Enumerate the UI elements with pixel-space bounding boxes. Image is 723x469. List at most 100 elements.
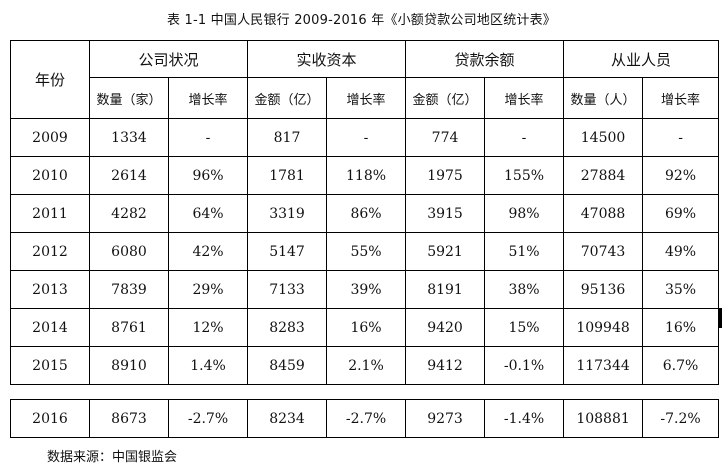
table-cell: 109948 — [563, 308, 644, 347]
table-cell: 2010 — [10, 156, 90, 195]
table-cell: 86% — [326, 194, 407, 233]
table-row: 2009 1334-817-774-14500- — [10, 118, 720, 157]
header-row-groups: 年份 公司状况 实收资本 贷款余额 从业人员 — [10, 40, 720, 119]
table-cell: 2614 — [89, 156, 169, 195]
table-cell: 95136 — [563, 270, 644, 309]
table-cell: - — [484, 118, 565, 157]
table-title: 表 1-1 中国人民银行 2009-2016 年《小额贷款公司地区统计表》 — [166, 13, 557, 28]
table-cell: 12% — [167, 308, 249, 347]
table-cell: 9273 — [405, 399, 486, 438]
table-cell: 1975 — [405, 156, 486, 195]
subheader-cell: 数量（家） — [89, 77, 169, 119]
table-cell: 117344 — [563, 346, 644, 385]
table-cell: 3319 — [247, 194, 328, 233]
table-cell: 2.1% — [326, 346, 407, 385]
table-cell: 5921 — [405, 232, 486, 271]
table-cell: 98% — [484, 194, 565, 233]
table-cell: 69% — [642, 194, 720, 233]
table-cell: 35% — [642, 270, 720, 309]
table-cell: 8761 — [89, 308, 169, 347]
table-cell: 8234 — [247, 399, 328, 438]
table-cell: 8283 — [247, 308, 328, 347]
table-cell: 108881 — [563, 399, 644, 438]
table-row: 2011 4282 64% 3319 86% 3915 98% 47088 69% — [10, 194, 720, 233]
table-cell: - — [167, 118, 249, 157]
table-cell: 16% — [642, 308, 720, 347]
table-cell: 1334 — [89, 118, 169, 157]
group-header-loan-balance: 贷款余额 — [405, 40, 565, 78]
table-cell: 96% — [167, 156, 249, 195]
subheader-cell: 增长率 — [326, 77, 407, 119]
table-cell: -1.4% — [484, 399, 565, 438]
subheader-cell: 增长率 — [484, 77, 565, 119]
table-gap-row — [10, 384, 719, 400]
table-cell: 6.7% — [642, 346, 720, 385]
table-cell: 6080 — [89, 232, 169, 271]
group-header-employees: 从业人员 — [563, 40, 720, 78]
table-cell: 2013 — [10, 270, 90, 309]
table-cell: 1.4% — [167, 346, 249, 385]
loan-company-stats-table: 年份 公司状况 实收资本 贷款余额 从业人员 数量（家） 增长率 金额（亿） 增… — [10, 40, 720, 438]
table-cell: 47088 — [563, 194, 644, 233]
table-row: 2013 7839 29% 7133 39% 8191 38% 95136 35% — [10, 270, 720, 309]
table-cell: -2.7% — [167, 399, 249, 438]
table-cell: 70743 — [563, 232, 644, 271]
table-cell: 38% — [484, 270, 565, 309]
table-cell: 39% — [326, 270, 407, 309]
subheader-cell: 金额（亿） — [405, 77, 486, 119]
table-cell: 3915 — [405, 194, 486, 233]
table-cell: 118% — [326, 156, 407, 195]
table-cell: 2011 — [10, 194, 90, 233]
table-cell: 15% — [484, 308, 565, 347]
table-cell: 27884 — [563, 156, 644, 195]
table-cell: 5147 — [247, 232, 328, 271]
table-cell: 9412 — [405, 346, 486, 385]
table-cell: 4282 — [89, 194, 169, 233]
table-cell: 2014 — [10, 308, 90, 347]
table-cell: -2.7% — [326, 399, 407, 438]
text-cursor-marker — [718, 308, 722, 328]
subheader-cell: 数量（人） — [563, 77, 644, 119]
table-cell: -7.2% — [642, 399, 720, 438]
subheader-cell: 金额（亿） — [247, 77, 328, 119]
table-cell: 774 — [405, 118, 486, 157]
table-cell: 2015 — [10, 346, 90, 385]
subheader-cell: 增长率 — [642, 77, 720, 119]
table-cell: 817 — [247, 118, 328, 157]
table-cell: 16% — [326, 308, 407, 347]
data-source-note: 数据来源：中国银监会 — [47, 450, 178, 465]
table-cell: 55% — [326, 232, 407, 271]
table-cell: 64% — [167, 194, 249, 233]
table-cell: - — [642, 118, 720, 157]
table-cell: 92% — [642, 156, 720, 195]
year-header: 年份 — [10, 40, 90, 119]
table-cell: 8910 — [89, 346, 169, 385]
table-cell: 8191 — [405, 270, 486, 309]
header-row-subheaders: 数量（家） 增长率 金额（亿） 增长率 金额（亿） 增长率 数量（人） 增长率 — [11, 77, 720, 119]
table-cell: 7133 — [247, 270, 328, 309]
table-cell: 1781 — [247, 156, 328, 195]
table-cell: 155% — [484, 156, 565, 195]
table-row: 2015 8910 1.4% 8459 2.1% 9412 -0.1% 117344 6.7% — [10, 346, 720, 385]
table-cell: 2009 — [10, 118, 90, 157]
subheader-cell: 增长率 — [167, 77, 249, 119]
group-header-paid-in-capital: 实收资本 — [247, 40, 407, 78]
table-cell: 49% — [642, 232, 720, 271]
table-row: 2014 8761 12% 8283 16% 9420 15% 109948 16% — [10, 308, 720, 347]
table-cell: -0.1% — [484, 346, 565, 385]
table-cell: 51% — [484, 232, 565, 271]
table-row: 2012 6080 42% 5147 55% 5921 51% 70743 49% — [10, 232, 720, 271]
table-cell: 2016 — [10, 399, 90, 438]
table-cell: 8673 — [89, 399, 169, 438]
table-cell: 42% — [167, 232, 249, 271]
table-cell: - — [326, 118, 407, 157]
table-cell: 9420 — [405, 308, 486, 347]
table-cell: 14500 — [563, 118, 644, 157]
table-row: 2010 2614 96% 1781 118% 1975 155% 27884 92% — [10, 156, 720, 195]
table-cell: 29% — [167, 270, 249, 309]
table-cell: 8459 — [247, 346, 328, 385]
table-cell: 7839 — [89, 270, 169, 309]
gap-cell — [10, 384, 719, 400]
table-row-2016: 2016 8673 -2.7% 8234 -2.7% 9273 -1.4% 108881 -7.… — [10, 399, 720, 438]
table-cell: 2012 — [10, 232, 90, 271]
